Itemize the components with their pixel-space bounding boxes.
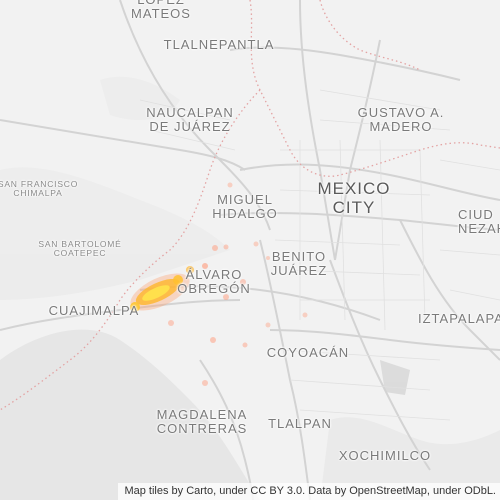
- label-gustavo-madero: GUSTAVO A. MADERO: [357, 105, 445, 135]
- label-mexico-city: MEXICO CITY: [317, 179, 391, 217]
- label-san-bartolome-coatepec: SAN BARTOLOMÉ COATEPEC: [38, 239, 122, 259]
- municipal-boundary-west: [0, 89, 261, 411]
- label-iztapalapa: IZTAPALAPA: [418, 311, 500, 326]
- label-magdalena-contreras: MAGDALENA CONTRERAS: [156, 407, 248, 437]
- label-cuajimalpa: CUAJIMALPA: [48, 303, 140, 318]
- label-ciudad-nezahualcoyotl: CIUD NEZAHUAL: [458, 207, 500, 237]
- label-naucalpan: NAUCALPAN DE JUÁREZ: [146, 105, 234, 135]
- label-san-francisco-chimalpa: SAN FRANCISCO CHIMALPA: [0, 179, 79, 199]
- heat-cluster: [130, 182, 308, 386]
- municipal-boundary: [249, 0, 500, 177]
- label-alvaro-obregon: ÁLVARO OBREGÓN: [177, 267, 251, 297]
- label-coyoacan: COYOACÁN: [266, 345, 350, 360]
- terrain-shading: [0, 76, 500, 500]
- minor-streets: [139, 89, 500, 421]
- label-tlalnepantla: TLALNEPANTLA: [163, 37, 275, 52]
- label-xochimilco: XOCHIMILCO: [338, 448, 432, 463]
- label-benito-juarez: BENITO JUÁREZ: [270, 249, 328, 279]
- map-attribution[interactable]: Map tiles by Carto, under CC BY 3.0. Dat…: [118, 483, 500, 500]
- label-lopez-mateos: LÓPEZ MATEOS: [131, 0, 191, 22]
- label-tlalpan: TLALPAN: [268, 416, 332, 431]
- municipal-boundary-north: [319, 0, 421, 71]
- label-miguel-hidalgo: MIGUEL HIDALGO: [212, 192, 278, 222]
